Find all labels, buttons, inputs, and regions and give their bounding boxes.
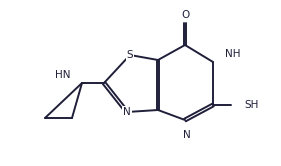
Text: HN: HN [55,70,70,80]
Text: S: S [127,50,133,60]
Text: O: O [181,10,189,20]
Text: N: N [123,107,131,117]
Text: SH: SH [244,100,258,110]
Text: NH: NH [225,48,241,58]
Text: N: N [183,130,191,140]
